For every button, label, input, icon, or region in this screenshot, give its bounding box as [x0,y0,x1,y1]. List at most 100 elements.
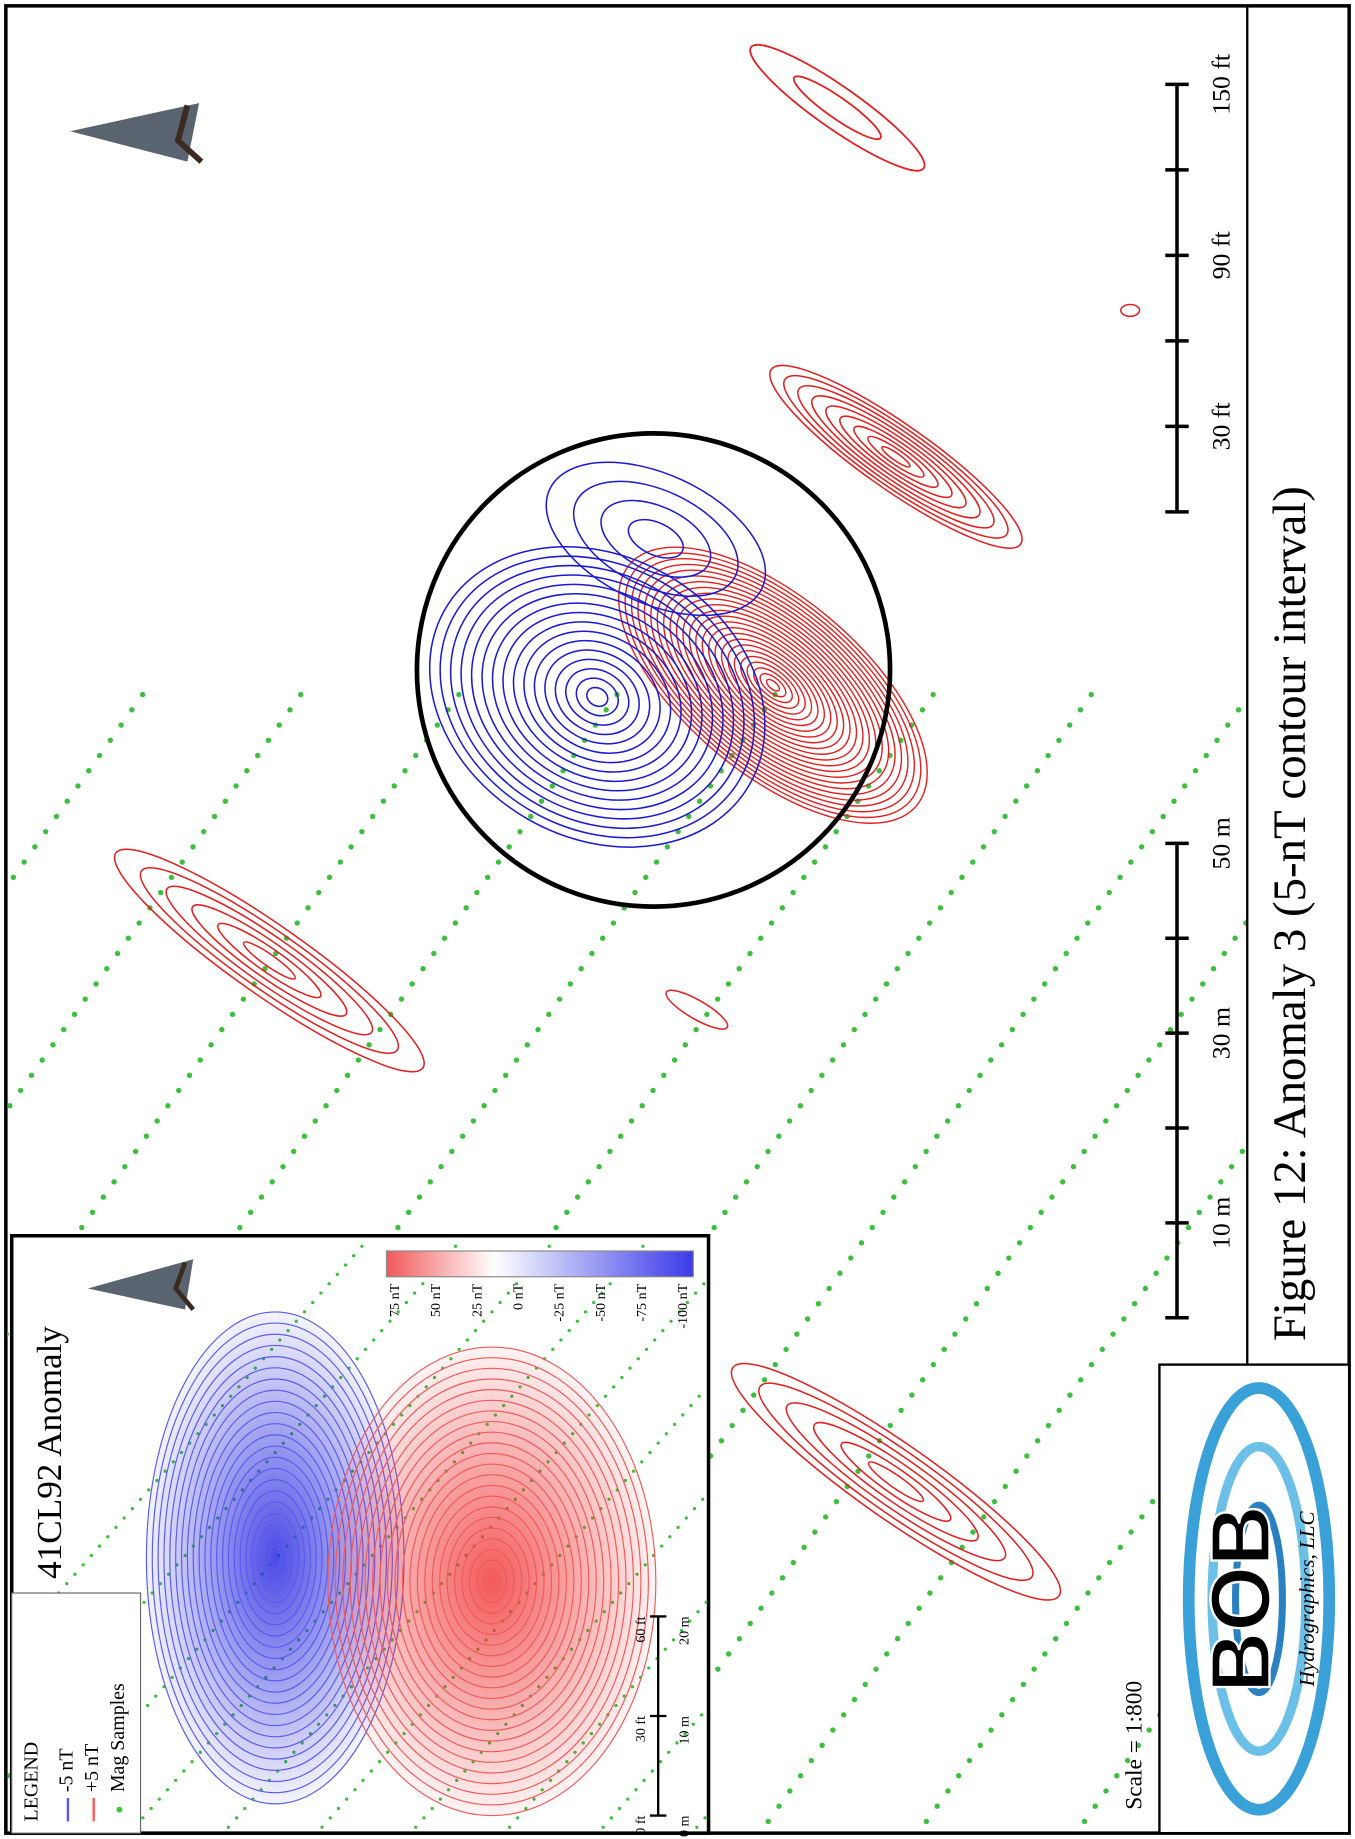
inset-sample-point [31,1835,34,1838]
sample-point [449,1149,454,1154]
sample-point [370,814,375,819]
sample-point [819,1743,824,1748]
sample-point [255,753,260,758]
sample-point [995,1271,1000,1276]
sample-point [438,1164,443,1169]
sample-point [1100,1347,1105,1352]
sample-point [1135,1073,1140,1078]
inset-sample-point [651,1769,654,1772]
sample-point [603,707,608,712]
inset-sample-point [664,1648,667,1651]
colorbar-label: 75 nT [387,1283,403,1317]
inset-sample-point [174,1779,177,1782]
sample-point [978,1743,983,1748]
sample-point [481,1103,486,1108]
sample-point [1200,981,1205,986]
sample-point [823,844,828,849]
inset-title: 41CL92 Anomaly [30,1326,69,1579]
inset-sample-point [641,1245,644,1248]
sample-point [1042,981,1047,986]
sample-point [618,1134,623,1139]
sample-point [862,1012,867,1017]
sample-point [237,1225,242,1230]
inset-sample-point [612,1385,615,1388]
sample-point [765,1149,770,1154]
sample-point [898,1408,903,1413]
sample-point [198,1057,203,1062]
sample-point [758,1606,763,1611]
sample-point [1075,1606,1080,1611]
sample-point [916,936,921,941]
sample-point [920,1377,925,1382]
inset-sample-point [372,1338,375,1341]
colorbar-label: -25 nT [552,1283,568,1321]
sample-point [999,1712,1004,1717]
sample-point [927,920,932,925]
legend-item: +5 nT [81,1744,103,1792]
sample-point [952,1331,957,1336]
sample-point [744,1179,749,1184]
sample-point [1232,936,1237,941]
inset-sample-point [645,1348,648,1351]
sample-point [863,1682,868,1687]
inset-sample-point [698,1395,701,1398]
scale-label: 50 m [1207,817,1236,869]
sample-point [848,1255,853,1260]
sample-point [39,1057,44,1062]
sample-point [535,1027,540,1032]
sample-point [241,996,246,1001]
inset-sample-point [378,1760,381,1763]
inset-sample-point [604,1395,607,1398]
scale-text: Scale = 1:800 [1121,1681,1147,1810]
inset-sample-point [106,1535,109,1538]
inset-sample-point [131,1507,134,1510]
inset-sample-point [361,1779,364,1782]
sample-point [769,920,774,925]
sample-point [1035,1438,1040,1443]
sample-point [1139,844,1144,849]
sample-point [392,783,397,788]
inset-sample-point [676,1526,679,1529]
inset-sample-point [327,1282,330,1285]
sample-point [837,1271,842,1276]
sample-point [1218,1179,1223,1184]
sample-point [873,996,878,1001]
sample-point [963,1316,968,1321]
inset-sample-point [701,1498,704,1501]
sample-point [93,981,98,986]
scale-label: 30 ft [1207,402,1236,450]
inset-sample-point [352,1254,355,1257]
inset-sample-point [626,1798,629,1801]
sample-point [826,1286,831,1291]
inset-sample-point [593,1835,596,1838]
sample-point [791,1560,796,1565]
sample-point [737,1636,742,1641]
sample-point [154,1118,159,1123]
sample-point [1114,1773,1119,1778]
sample-point [1229,1164,1234,1169]
sample-point [118,722,123,727]
sample-point [1157,1042,1162,1047]
sample-point [129,707,134,712]
scale-label: 90 ft [1207,231,1236,279]
sample-point [1103,1788,1108,1793]
sample-point [140,692,145,697]
sample-point [1003,1484,1008,1489]
sample-point [327,875,332,880]
sample-point [945,1118,950,1123]
inset-sample-point [457,1348,460,1351]
inset-sample-point [90,1554,93,1557]
sample-point [1092,1134,1097,1139]
inset-sample-point [660,1545,663,1548]
inset-sample-point [657,1441,660,1444]
sample-point [697,799,702,804]
sample-point [248,1210,253,1215]
sample-point [1031,996,1036,1001]
sample-point [1071,1164,1076,1169]
sample-point [729,1423,734,1428]
sample-point [165,1103,170,1108]
sample-point [72,1012,77,1017]
inset-sample-point [154,1694,157,1697]
sample-point [1110,1331,1115,1336]
inset-sample-point [125,1835,128,1838]
